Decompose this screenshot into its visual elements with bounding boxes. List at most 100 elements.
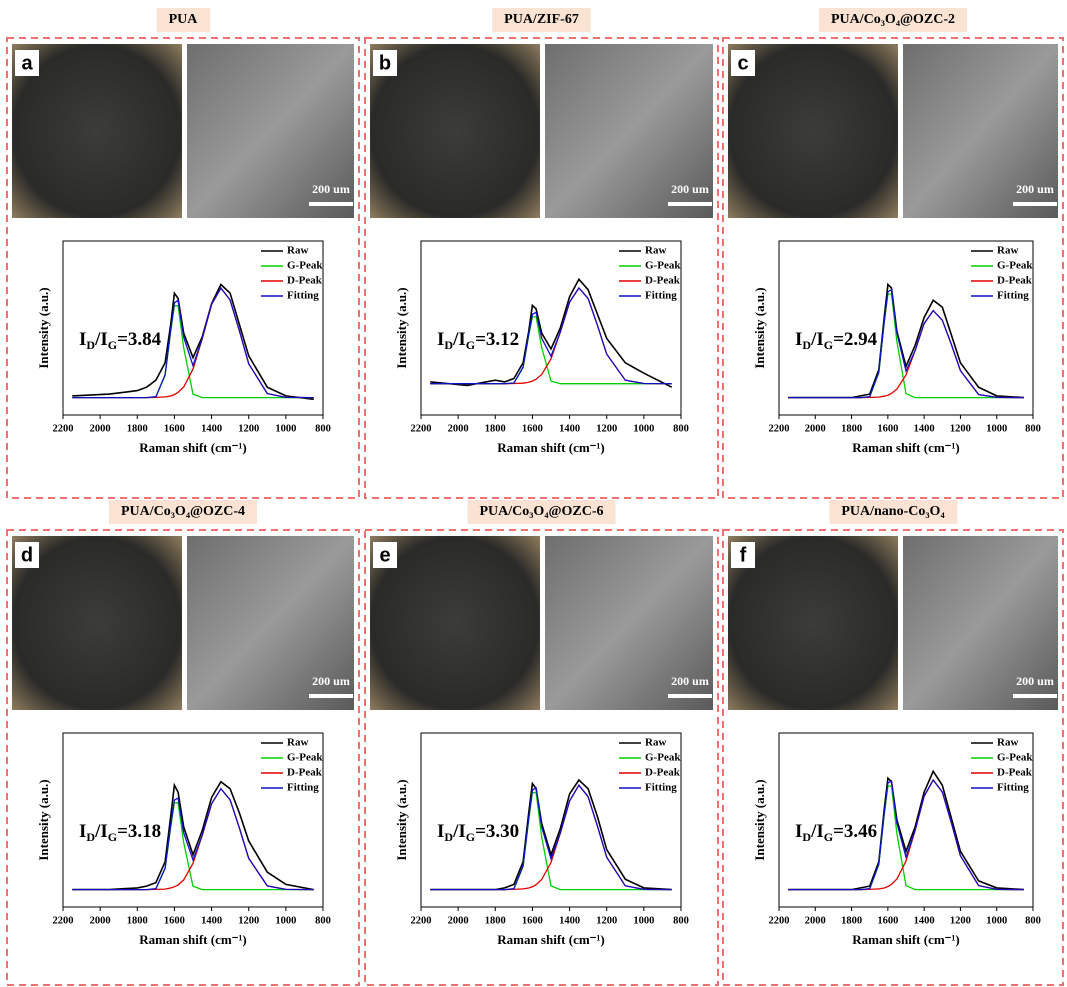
x-axis-label: Raman shift (cm⁻¹) (497, 932, 605, 947)
ratio-subscript: G (466, 338, 475, 352)
x-tick-label: 1400 (914, 423, 935, 434)
legend-label: Fitting (645, 782, 677, 794)
x-tick-label: 1800 (841, 915, 862, 926)
x-tick-label: 1200 (950, 915, 971, 926)
scale-bar-label: 200 um (671, 182, 709, 196)
ratio-subscript: G (466, 830, 475, 844)
ratio-text: =3.18 (117, 821, 161, 842)
x-tick-label: 1200 (238, 423, 259, 434)
legend-label: Raw (997, 737, 1018, 749)
scale-bar-label: 200 um (1016, 182, 1054, 196)
legend-label: D-Peak (645, 275, 681, 287)
ratio-subscript: D (86, 830, 95, 844)
x-tick-label: 800 (1025, 423, 1041, 434)
x-tick-label: 1600 (522, 423, 543, 434)
legend-label: Fitting (645, 290, 677, 302)
ratio-text: =3.30 (475, 821, 519, 842)
panel-letter: d (21, 544, 33, 566)
x-tick-label: 1800 (841, 423, 862, 434)
ratio-text: /I (452, 329, 466, 350)
x-tick-label: 1000 (275, 915, 296, 926)
plot-frame (63, 733, 323, 907)
ratio-subscript: D (802, 830, 811, 844)
x-tick-label: 1600 (877, 915, 898, 926)
panel-title: PUA/Co₃O₄@OZC-6 (479, 504, 603, 519)
x-tick-label: 2200 (411, 915, 432, 926)
legend-label: G-Peak (997, 260, 1033, 272)
ratio-subscript: D (444, 338, 453, 352)
ratio-subscript: G (108, 338, 117, 352)
ratio-text: I (79, 821, 86, 842)
x-tick-label: 2200 (769, 423, 790, 434)
legend-label: G-Peak (287, 752, 323, 764)
y-axis-label: Intensity (a.u.) (752, 779, 767, 860)
x-tick-label: 1800 (127, 915, 148, 926)
x-tick-label: 2000 (805, 423, 826, 434)
ratio-text: /I (94, 329, 108, 350)
legend-label: D-Peak (645, 767, 681, 779)
panel-letter: f (740, 544, 747, 566)
y-axis-label: Intensity (a.u.) (752, 287, 767, 368)
legend-label: D-Peak (287, 767, 323, 779)
x-axis-label: Raman shift (cm⁻¹) (139, 440, 247, 455)
ratio-text: =3.12 (475, 329, 519, 350)
x-tick-label: 800 (673, 423, 689, 434)
x-tick-label: 2200 (53, 423, 74, 434)
scale-bar-label: 200 um (1016, 674, 1054, 688)
legend-label: D-Peak (997, 275, 1033, 287)
x-tick-label: 1200 (596, 915, 617, 926)
legend-label: Raw (287, 245, 308, 257)
x-tick-label: 1200 (596, 423, 617, 434)
x-tick-label: 1600 (522, 915, 543, 926)
x-tick-label: 2000 (448, 423, 469, 434)
legend-label: G-Peak (645, 260, 681, 272)
panel-title: PUA (169, 12, 199, 27)
plot-frame (779, 241, 1033, 415)
x-tick-label: 2200 (769, 915, 790, 926)
x-axis-label: Raman shift (cm⁻¹) (852, 932, 960, 947)
x-tick-label: 1000 (986, 915, 1007, 926)
x-tick-label: 1600 (164, 915, 185, 926)
scale-bar-label: 200 um (312, 674, 350, 688)
x-tick-label: 1400 (559, 423, 580, 434)
legend-label: G-Peak (645, 752, 681, 764)
y-axis-label: Intensity (a.u.) (394, 287, 409, 368)
x-tick-label: 800 (673, 915, 689, 926)
panel-title: PUA/Co₃O₄@OZC-2 (831, 12, 955, 27)
x-tick-label: 1000 (633, 915, 654, 926)
ratio-text: I (437, 329, 444, 350)
ratio-subscript: G (824, 830, 833, 844)
x-tick-label: 2200 (53, 915, 74, 926)
ratio-annotation: ID/IG=3.12 (437, 329, 519, 351)
ratio-subscript: G (824, 338, 833, 352)
x-tick-label: 1200 (238, 915, 259, 926)
x-tick-label: 1200 (950, 423, 971, 434)
ratio-annotation: ID/IG=3.46 (795, 821, 877, 843)
plot-frame (421, 241, 681, 415)
legend-label: Fitting (997, 290, 1029, 302)
x-tick-label: 800 (1025, 915, 1041, 926)
x-tick-label: 2000 (805, 915, 826, 926)
ratio-subscript: D (86, 338, 95, 352)
ratio-subscript: G (108, 830, 117, 844)
legend-label: Raw (645, 737, 666, 749)
panel-letter: b (379, 52, 391, 74)
x-tick-label: 1000 (275, 423, 296, 434)
panel-title: PUA/Co₃O₄@OZC-4 (121, 504, 245, 519)
legend-label: D-Peak (287, 275, 323, 287)
scale-bar-label: 200 um (671, 674, 709, 688)
ratio-text: I (437, 821, 444, 842)
ratio-text: =3.84 (117, 329, 162, 350)
plot-frame (63, 241, 323, 415)
x-tick-label: 2000 (448, 915, 469, 926)
x-tick-label: 800 (315, 423, 331, 434)
legend-label: Fitting (287, 782, 319, 794)
x-axis-label: Raman shift (cm⁻¹) (852, 440, 960, 455)
ratio-text: /I (452, 821, 466, 842)
legend-label: D-Peak (997, 767, 1033, 779)
x-tick-label: 1800 (485, 423, 506, 434)
x-tick-label: 800 (315, 915, 331, 926)
ratio-text: I (795, 821, 802, 842)
ratio-text: I (795, 329, 802, 350)
legend-label: Raw (287, 737, 308, 749)
